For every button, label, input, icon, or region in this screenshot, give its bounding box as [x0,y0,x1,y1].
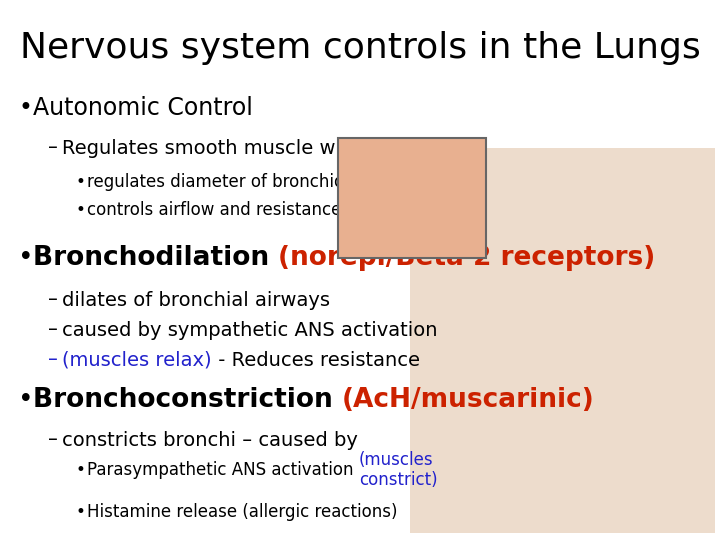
Text: –: – [48,291,58,309]
Text: •: • [18,96,32,120]
Text: •: • [18,387,34,413]
Text: Parasympathetic ANS activation: Parasympathetic ANS activation [87,461,359,479]
Text: (muscles
constrict): (muscles constrict) [359,450,437,489]
Text: •: • [18,245,34,271]
Text: •: • [75,173,85,191]
Text: (muscles relax): (muscles relax) [62,350,212,369]
Text: •: • [75,461,85,479]
Text: controls airflow and resistance in lungs: controls airflow and resistance in lungs [87,201,412,219]
Text: Autonomic Control: Autonomic Control [33,96,253,120]
Text: dilates of bronchial airways: dilates of bronchial airways [62,291,330,309]
Text: Histamine release (allergic reactions): Histamine release (allergic reactions) [87,503,397,521]
Text: •: • [75,201,85,219]
Text: constricts bronchi – caused by: constricts bronchi – caused by [62,430,358,449]
Text: –: – [48,350,58,369]
Text: Nervous system controls in the Lungs: Nervous system controls in the Lungs [19,31,701,65]
Text: –: – [48,321,58,340]
Text: Bronchoconstriction: Bronchoconstriction [33,387,342,413]
Bar [338,138,486,258]
Text: Bronchodilation: Bronchodilation [33,245,278,271]
Text: (norepi/Beta 2 receptors): (norepi/Beta 2 receptors) [278,245,655,271]
Text: Regulates smooth muscle which: Regulates smooth muscle which [62,138,377,158]
Text: –: – [48,138,58,158]
Bar [410,148,715,533]
Text: - Reduces resistance: - Reduces resistance [212,350,420,369]
Text: regulates diameter of bronchioles and: regulates diameter of bronchioles and [87,173,404,191]
Text: (AcH/muscarinic): (AcH/muscarinic) [342,387,595,413]
Text: caused by sympathetic ANS activation: caused by sympathetic ANS activation [62,321,438,340]
Text: –: – [48,430,58,449]
Text: •: • [75,503,85,521]
